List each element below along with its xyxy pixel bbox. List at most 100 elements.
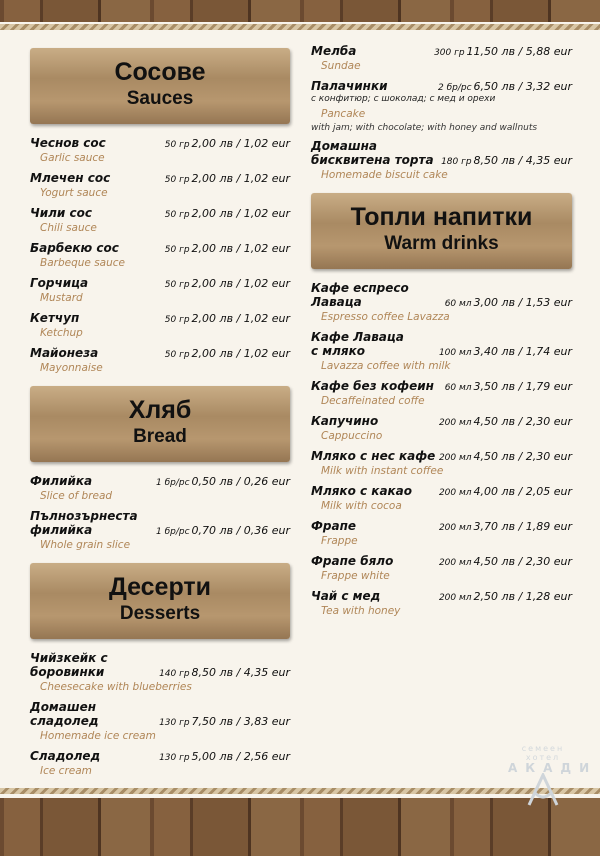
item-price: 6,50 лв / 3,32 eur [473,80,572,93]
menu-item: Барбекю сос 50 гр 2,00 лв / 1,02 eur Barbeq… [30,241,290,271]
item-price-group: 200 мл 2,50 лв / 1,28 eur [439,590,572,603]
menu-item: Майонеза 50 гр 2,00 лв / 1,02 eur Mayonnais… [30,346,290,376]
item-quantity: 1 бр/pc [156,527,190,537]
item-english: Mayonnaise [40,362,103,374]
item-name: Горчица [30,276,89,290]
section-header: Сосове Sauces [30,48,290,124]
item-quantity: 50 гр [164,210,190,220]
item-english: Chili sauce [40,222,97,234]
item-english: Frappe [321,535,358,547]
item-price: 2,00 лв / 1,02 eur [191,312,290,325]
item-price: 4,50 лв / 2,30 eur [473,415,572,428]
item-name: Сладолед [30,749,101,763]
item-name: Домашен сладолед [30,700,99,728]
item-english: Espresso coffee Lavazza [321,311,450,323]
menu-item: Горчица 50 гр 2,00 лв / 1,02 eur Mustard [30,276,290,306]
item-name: Фрапе бяло [311,554,394,568]
item-quantity: 200 мл [438,418,472,428]
section-title: Хляб [128,396,192,424]
item-quantity: 200 мл [438,453,472,463]
menu-item: Пълнозърнеста филийка 1 бр/pc 0,70 лв / 0,… [30,509,290,553]
item-row: Млечен сос 50 гр 2,00 лв / 1,02 eur [30,171,290,185]
section-subtitle: Bread [133,426,187,447]
section-subtitle: Warm drinks [384,233,499,254]
menu-item: Сладолед 130 гр 5,00 лв / 2,56 eur Ice crea… [30,749,290,779]
left-column: Сосове Sauces Чеснов сос 50 гр 2,00 лв / 1,0… [30,0,290,784]
item-quantity: 60 мл [444,383,472,393]
item-english: Tea with honey [321,605,401,617]
item-name: Чеснов сос [30,136,106,150]
item-name: Чай с мед [311,589,381,603]
item-quantity: 200 мл [438,558,472,568]
item-row: Барбекю сос 50 гр 2,00 лв / 1,02 eur [30,241,290,255]
item-row: Домашна бисквитена торта 180 гр 8,50 лв / … [311,139,572,167]
menu-item: Чеснов сос 50 гр 2,00 лв / 1,02 eur Garlic … [30,136,290,166]
item-row: Фрапе 200 мл 3,70 лв / 1,89 eur [311,519,572,533]
item-english: Yogurt sauce [40,187,108,199]
item-row: Капучино 200 мл 4,50 лв / 2,30 eur [311,414,572,428]
item-english: Frappe white [321,570,390,582]
item-quantity: 50 гр [164,350,190,360]
item-row: Фрапе бяло 200 мл 4,50 лв / 2,30 eur [311,554,572,568]
item-price-group: 50 гр 2,00 лв / 1,02 eur [165,137,290,150]
item-quantity: 2 бр/pc [438,83,472,93]
rope-bottom [0,788,600,794]
menu-item: Мелба 300 гр 11,50 лв / 5,88 eur Sundae [311,44,572,74]
item-quantity: 200 мл [438,488,472,498]
item-price-group: 1 бр/pc 0,70 лв / 0,36 eur [156,524,290,537]
menu-item: Фрапе 200 мл 3,70 лв / 1,89 eur Frappe [311,519,572,549]
item-price: 4,50 лв / 2,30 eur [473,450,572,463]
item-quantity: 200 мл [438,523,472,533]
item-name: Пълнозърнеста филийка [30,509,138,537]
item-quantity: 50 гр [164,280,190,290]
item-price: 3,70 лв / 1,89 eur [473,520,572,533]
item-name: Чийзкейк с боровинки [30,651,108,679]
item-price-group: 180 гр 8,50 лв / 4,35 eur [441,154,572,167]
menu-item: Домашна бисквитена торта 180 гр 8,50 лв / … [311,139,572,183]
item-price-group: 50 гр 2,00 лв / 1,02 eur [165,207,290,220]
item-quantity: 100 мл [438,348,472,358]
item-price: 2,50 лв / 1,28 eur [473,590,572,603]
item-english: Homemade biscuit cake [321,169,448,181]
item-price-group: 50 гр 2,00 лв / 1,02 eur [165,347,290,360]
item-price: 4,50 лв / 2,30 eur [473,555,572,568]
logo-line: хотел [525,753,561,762]
menu-item: Капучино 200 мл 4,50 лв / 2,30 eur Cappucci… [311,414,572,444]
item-name: Кафе без кофеин [311,379,434,393]
item-row: Мляко с нес кафе 200 мл 4,50 лв / 2,30 eur [311,449,572,463]
item-price: 3,00 лв / 1,53 eur [473,296,572,309]
item-row: Домашен сладолед 130 гр 7,50 лв / 3,83 eur [30,700,290,728]
item-quantity: 50 гр [164,315,190,325]
menu-item: Филийка 1 бр/pc 0,50 лв / 0,26 eur Slice of… [30,474,290,504]
item-row: Чеснов сос 50 гр 2,00 лв / 1,02 eur [30,136,290,150]
item-price-group: 200 мл 4,50 лв / 2,30 eur [439,450,572,463]
item-quantity: 1 бр/pc [156,478,190,488]
item-english: Slice of bread [40,490,113,502]
item-price: 0,70 лв / 0,36 eur [191,524,290,537]
menu-item: Кафе Лаваца с мляко 100 мл 3,40 лв / 1,74 … [311,330,572,374]
item-name: Фрапе [311,519,357,533]
item-row: Чай с мед 200 мл 2,50 лв / 1,28 eur [311,589,572,603]
item-english: Ice cream [40,765,92,777]
item-price-group: 300 гр 11,50 лв / 5,88 eur [434,45,572,58]
right-column: Мелба 300 гр 11,50 лв / 5,88 eur Sundae Пала… [311,0,572,624]
rope-top [0,24,600,30]
item-price: 2,00 лв / 1,02 eur [191,347,290,360]
item-row: Майонеза 50 гр 2,00 лв / 1,02 eur [30,346,290,360]
section-header: Топли напитки Warm drinks [311,193,572,269]
section-title: Сосове [114,58,206,86]
item-price: 11,50 лв / 5,88 eur [466,45,572,58]
item-quantity: 200 мл [438,593,472,603]
wood-border-top [0,0,600,22]
item-note-english: with jam; with chocolate; with honey and… [311,123,538,133]
item-price: 4,00 лв / 2,05 eur [473,485,572,498]
item-quantity: 300 гр [434,48,465,58]
item-english: Cheesecake with blueberries [40,681,192,693]
item-row: Мляко с какао 200 мл 4,00 лв / 2,05 eur [311,484,572,498]
item-price: 3,40 лв / 1,74 eur [473,345,572,358]
section-header: Хляб Bread [30,386,290,462]
item-english: Milk with cocoa [321,500,402,512]
item-quantity: 50 гр [164,175,190,185]
item-name: Капучино [311,414,379,428]
item-row: Мелба 300 гр 11,50 лв / 5,88 eur [311,44,572,58]
